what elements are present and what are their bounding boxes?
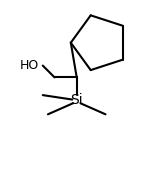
Text: Si: Si [70,93,83,106]
Text: HO: HO [20,59,39,72]
